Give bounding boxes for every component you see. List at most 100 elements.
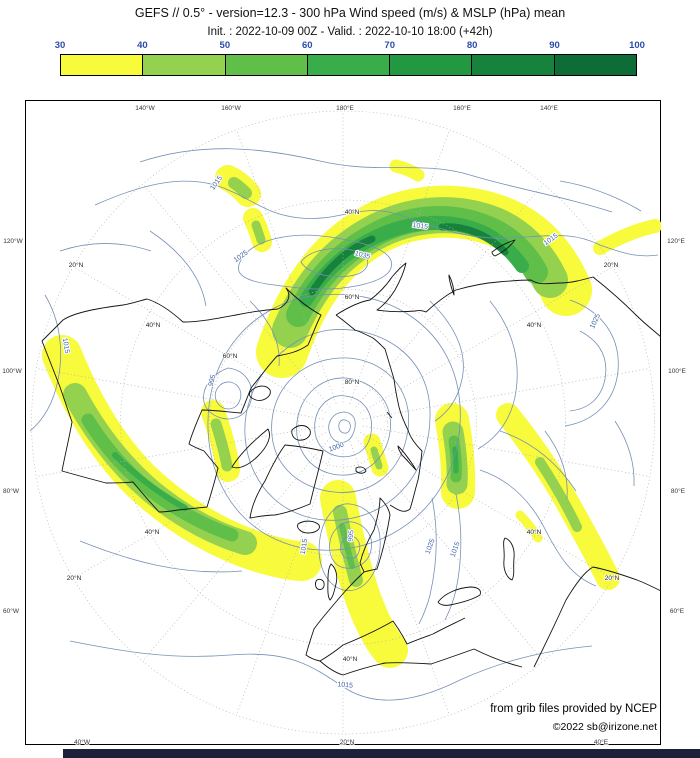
isobar-line [149, 230, 207, 307]
isobars-layer [29, 148, 659, 701]
isobar-line [214, 381, 242, 410]
edge-label: 140°E [540, 104, 558, 112]
isobar-label: 995 [348, 530, 356, 542]
lat-label: 40°N [345, 208, 360, 216]
edge-label: 160°E [453, 104, 471, 112]
coastline [305, 571, 365, 662]
isobar-line [79, 540, 243, 573]
jet-band [389, 159, 425, 182]
edge-label: 180°E [336, 104, 354, 112]
colorbar-segment [554, 55, 636, 75]
jet-fill-layer [42, 159, 661, 668]
isobar-label: 995 [208, 374, 218, 387]
coastline [473, 648, 523, 668]
isobar-line [559, 180, 642, 212]
edge-label: 40°W [74, 738, 91, 746]
isobar-line [59, 243, 152, 252]
lat-label: 60°N [223, 352, 238, 360]
coastline [503, 537, 515, 581]
isobar-line [418, 497, 437, 625]
colorbar-tick-label: 40 [137, 40, 148, 51]
colorbar-segment [390, 55, 473, 75]
colorbar-segment [61, 55, 144, 75]
edge-label: 120°E [667, 237, 685, 245]
edge-label: 140°W [135, 104, 155, 112]
isobar-line [94, 180, 659, 257]
jet-band [81, 413, 239, 542]
edge-label: 20°N [340, 738, 355, 746]
isobar-label: 1015 [412, 222, 429, 231]
coastline [314, 578, 325, 590]
isobar-line [614, 420, 635, 487]
colorbar-tick-label: 80 [466, 40, 478, 51]
isobar-line [203, 367, 253, 420]
coastline [397, 445, 417, 471]
jet-band [515, 510, 543, 543]
isobar-line [569, 330, 607, 412]
jet-band [112, 452, 188, 511]
colorbar: 30 40 50 60 70 80 90 100 [55, 40, 645, 76]
page-title: GEFS // 0.5° - version=12.3 - 300 hPa Wi… [134, 6, 566, 20]
jet-band [308, 235, 376, 296]
jet-band [593, 219, 661, 255]
jet-band [370, 446, 383, 470]
colorbar-tick-label: 90 [549, 40, 560, 51]
edge-label: 120°W [3, 237, 23, 245]
colorbar-tick-label: 60 [301, 40, 313, 51]
lat-label: 80°N [345, 378, 360, 386]
isobar-line [318, 503, 381, 591]
page-subtitle: Init. : 2022-10-09 00Z - Valid. : 2022-1… [207, 26, 493, 38]
lat-label: 40°N [527, 321, 542, 329]
isobar-line [300, 248, 369, 278]
isobar-line [564, 299, 619, 427]
isobar-line [139, 148, 613, 213]
colorbar-tick-label: 100 [629, 40, 645, 51]
isobar-label: 1015 [337, 681, 353, 689]
lat-label: 20°N [67, 574, 82, 582]
isobar-line [29, 294, 62, 432]
outer-labels-layer: 120°W 100°W 80°W 60°W 120°E 100°E 80°E 60°E [1, 236, 687, 616]
coastline [386, 411, 393, 419]
lat-label: 20°N [605, 574, 620, 582]
credit-copyright: ©2022 sb@irizone.net [552, 721, 657, 733]
credit-source: from grib files provided by NCEP [490, 703, 657, 715]
isobar-line [499, 430, 577, 492]
edge-label: 80°E [671, 487, 686, 495]
isobar-line [340, 535, 361, 560]
isobar-line [271, 357, 410, 493]
coastline [297, 520, 320, 534]
bottom-window-bar [63, 749, 700, 758]
colorbar-segments [60, 54, 637, 76]
jet-band [210, 418, 233, 472]
colorbar-segment [472, 55, 555, 75]
lat-label: 20°N [69, 261, 84, 269]
isobar-line [477, 300, 518, 450]
graticule-line [31, 110, 655, 735]
colorbar-tick-label: 30 [54, 40, 66, 51]
edge-label: 160°W [221, 104, 241, 112]
coastlines-layer [41, 239, 661, 676]
lat-label: 20°N [604, 261, 619, 269]
isobar-line [329, 521, 372, 569]
isobar-line [328, 411, 356, 443]
colorbar-segment [143, 55, 226, 75]
coastline [437, 586, 481, 606]
colorbar-tick-label: 50 [219, 40, 231, 51]
isobar-line [207, 293, 461, 551]
edge-label: 60°W [3, 607, 20, 615]
isobar-line [238, 234, 392, 290]
coastline [448, 274, 455, 296]
jet-band [535, 457, 582, 532]
isobar-line [249, 300, 280, 367]
jet-band [251, 220, 266, 245]
edge-label: 60°E [670, 607, 685, 615]
jet-band [438, 223, 509, 256]
isobar-line [544, 430, 568, 500]
coastline [249, 444, 324, 519]
edge-label: 40°E [594, 738, 609, 746]
coastline [533, 566, 661, 668]
jet-band [339, 523, 355, 569]
lat-label: 60°N [345, 293, 360, 301]
